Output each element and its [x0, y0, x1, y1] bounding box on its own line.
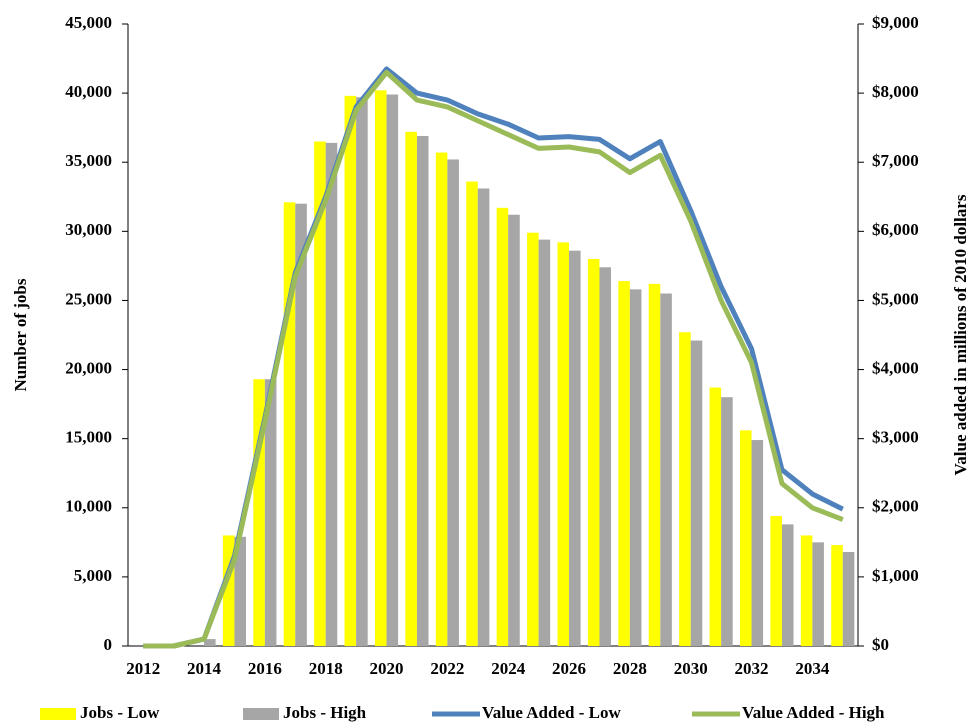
y-tick-label: 30,000 — [65, 220, 112, 239]
x-tick-label: 2022 — [430, 659, 464, 678]
bar — [356, 97, 368, 647]
bar — [660, 293, 672, 646]
y-tick-label: 45,000 — [65, 13, 112, 32]
y2-tick-label: $8,000 — [872, 82, 919, 101]
bar — [447, 159, 459, 647]
y-tick-label: 0 — [104, 635, 113, 654]
bar — [283, 202, 296, 646]
bar — [781, 524, 794, 646]
y2-tick-label: $0 — [872, 635, 889, 654]
y-tick-label: 15,000 — [65, 428, 112, 447]
bar — [618, 281, 630, 646]
y-axis-title: Number of jobs — [11, 278, 30, 391]
bar — [538, 239, 551, 647]
bar — [253, 379, 265, 646]
x-tick-label: 2030 — [674, 659, 708, 678]
y-tick-label: 20,000 — [65, 358, 112, 377]
y2-tick-label: $4,000 — [872, 358, 919, 377]
legend-label: Value Added - High — [742, 703, 885, 722]
x-tick-label: 2032 — [735, 659, 769, 678]
x-tick-label: 2018 — [309, 659, 343, 678]
bar — [416, 135, 429, 646]
bar — [508, 214, 520, 646]
bar — [709, 387, 722, 646]
bar — [557, 242, 570, 646]
bar — [496, 207, 509, 646]
y-tick-label: 5,000 — [74, 566, 112, 585]
bar — [264, 379, 277, 646]
bar — [314, 141, 326, 646]
y2-tick-label: $3,000 — [872, 428, 919, 447]
bar — [842, 552, 855, 646]
bar — [679, 332, 691, 646]
bar — [222, 535, 235, 646]
bar — [690, 340, 703, 646]
x-tick-label: 2026 — [552, 659, 586, 678]
y-tick-label: 25,000 — [65, 289, 112, 308]
bar — [831, 545, 843, 646]
bar — [386, 94, 399, 646]
bar — [325, 142, 338, 647]
y2-tick-label: $6,000 — [872, 220, 919, 239]
y-tick-label: 10,000 — [65, 497, 112, 516]
x-tick-label: 2024 — [491, 659, 526, 678]
bar — [770, 516, 782, 646]
x-tick-label: 2034 — [795, 659, 830, 678]
bar — [295, 203, 307, 646]
x-tick-label: 2012 — [126, 659, 160, 678]
bar — [405, 131, 417, 646]
bar — [648, 283, 661, 646]
bar — [800, 535, 813, 646]
y2-tick-label: $7,000 — [872, 151, 919, 170]
bar — [374, 90, 387, 646]
y2-tick-label: $5,000 — [872, 289, 919, 308]
legend-label: Jobs - High — [283, 703, 367, 722]
y2-tick-label: $1,000 — [872, 566, 919, 585]
y2-tick-label: $9,000 — [872, 13, 919, 32]
line — [143, 69, 844, 649]
bar — [629, 289, 642, 646]
bar — [344, 95, 357, 647]
y-tick-label: 40,000 — [65, 82, 112, 101]
y-tick-label: 35,000 — [65, 151, 112, 170]
bar — [721, 397, 733, 646]
bar — [477, 188, 490, 647]
legend-swatch — [243, 708, 279, 720]
bar — [466, 181, 478, 646]
bar — [435, 152, 448, 646]
bar — [751, 440, 764, 646]
y2-axis-title: Value added in millions of 2010 dollars — [951, 194, 970, 475]
bar — [234, 536, 247, 646]
bar — [527, 232, 539, 646]
bar — [812, 542, 824, 646]
bar — [587, 258, 600, 646]
y2-tick-label: $2,000 — [872, 497, 919, 516]
line — [143, 66, 844, 649]
bar — [739, 430, 752, 646]
legend-swatch — [40, 708, 76, 720]
bar — [569, 250, 581, 646]
x-tick-label: 2020 — [370, 659, 404, 678]
x-tick-label: 2016 — [248, 659, 282, 678]
bar — [204, 639, 216, 646]
x-tick-label: 2028 — [613, 659, 647, 678]
legend-label: Jobs - Low — [80, 703, 160, 722]
bar — [599, 267, 612, 646]
legend-label: Value Added - Low — [482, 703, 621, 722]
x-tick-label: 2014 — [187, 659, 222, 678]
